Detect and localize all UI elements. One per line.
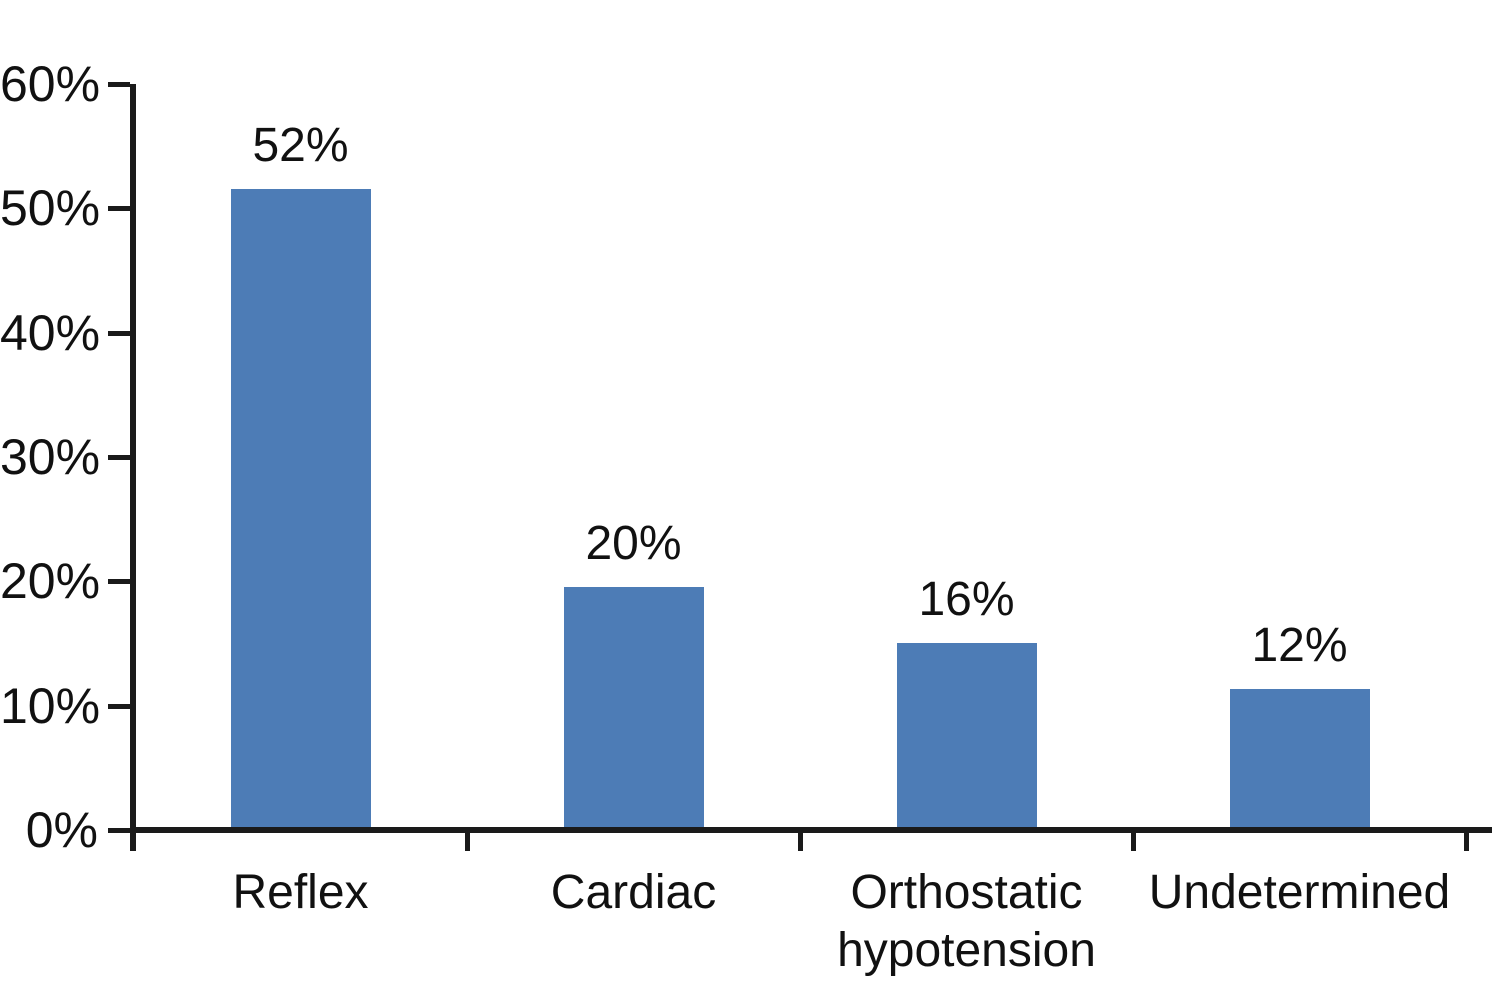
bar-value-label: 16% [918, 573, 1015, 626]
y-axis-tick-label: 30% [0, 429, 101, 485]
y-axis-tick [108, 206, 130, 212]
y-axis-tick-label: 10% [0, 677, 101, 734]
y-axis-tick [108, 703, 130, 709]
bar-cardiac [563, 587, 704, 827]
y-axis-tick [108, 82, 130, 87]
bar-orthostatic-hypotension [896, 643, 1037, 827]
y-axis-tick-label: 0% [25, 802, 98, 858]
x-axis-tick [1464, 827, 1469, 851]
y-axis-tick-label: 40% [0, 304, 101, 361]
x-axis-tick [798, 827, 803, 851]
y-axis-tick-label: 50% [0, 180, 101, 237]
y-axis-tick [108, 579, 130, 585]
y-axis-tick-label: 20% [0, 553, 101, 610]
bar-undetermined [1229, 689, 1370, 827]
y-axis-tick-label: 60% [0, 56, 101, 112]
category-label-line: Reflex [232, 866, 369, 919]
category-label: Undetermined [1110, 864, 1490, 922]
bar-value-label: 20% [585, 517, 682, 570]
bar-reflex [230, 189, 371, 827]
category-label: Reflex [111, 864, 491, 922]
y-axis-line [130, 84, 136, 851]
x-axis-tick [465, 827, 470, 851]
x-axis-line [130, 827, 1492, 833]
category-label-line: Undetermined [1148, 866, 1451, 919]
y-axis-tick [108, 828, 130, 833]
y-axis-tick [108, 455, 130, 460]
category-label: Cardiac [444, 864, 824, 922]
category-label-line: hypotension [837, 924, 1096, 977]
x-axis-tick [1131, 827, 1136, 851]
category-label: Orthostatic hypotension [777, 864, 1157, 980]
y-axis-tick [108, 330, 130, 336]
category-label-line: Cardiac [550, 866, 717, 919]
bar-value-label: 12% [1251, 619, 1348, 672]
category-label-line: Orthostatic [850, 866, 1083, 919]
bar-value-label: 52% [252, 119, 349, 172]
